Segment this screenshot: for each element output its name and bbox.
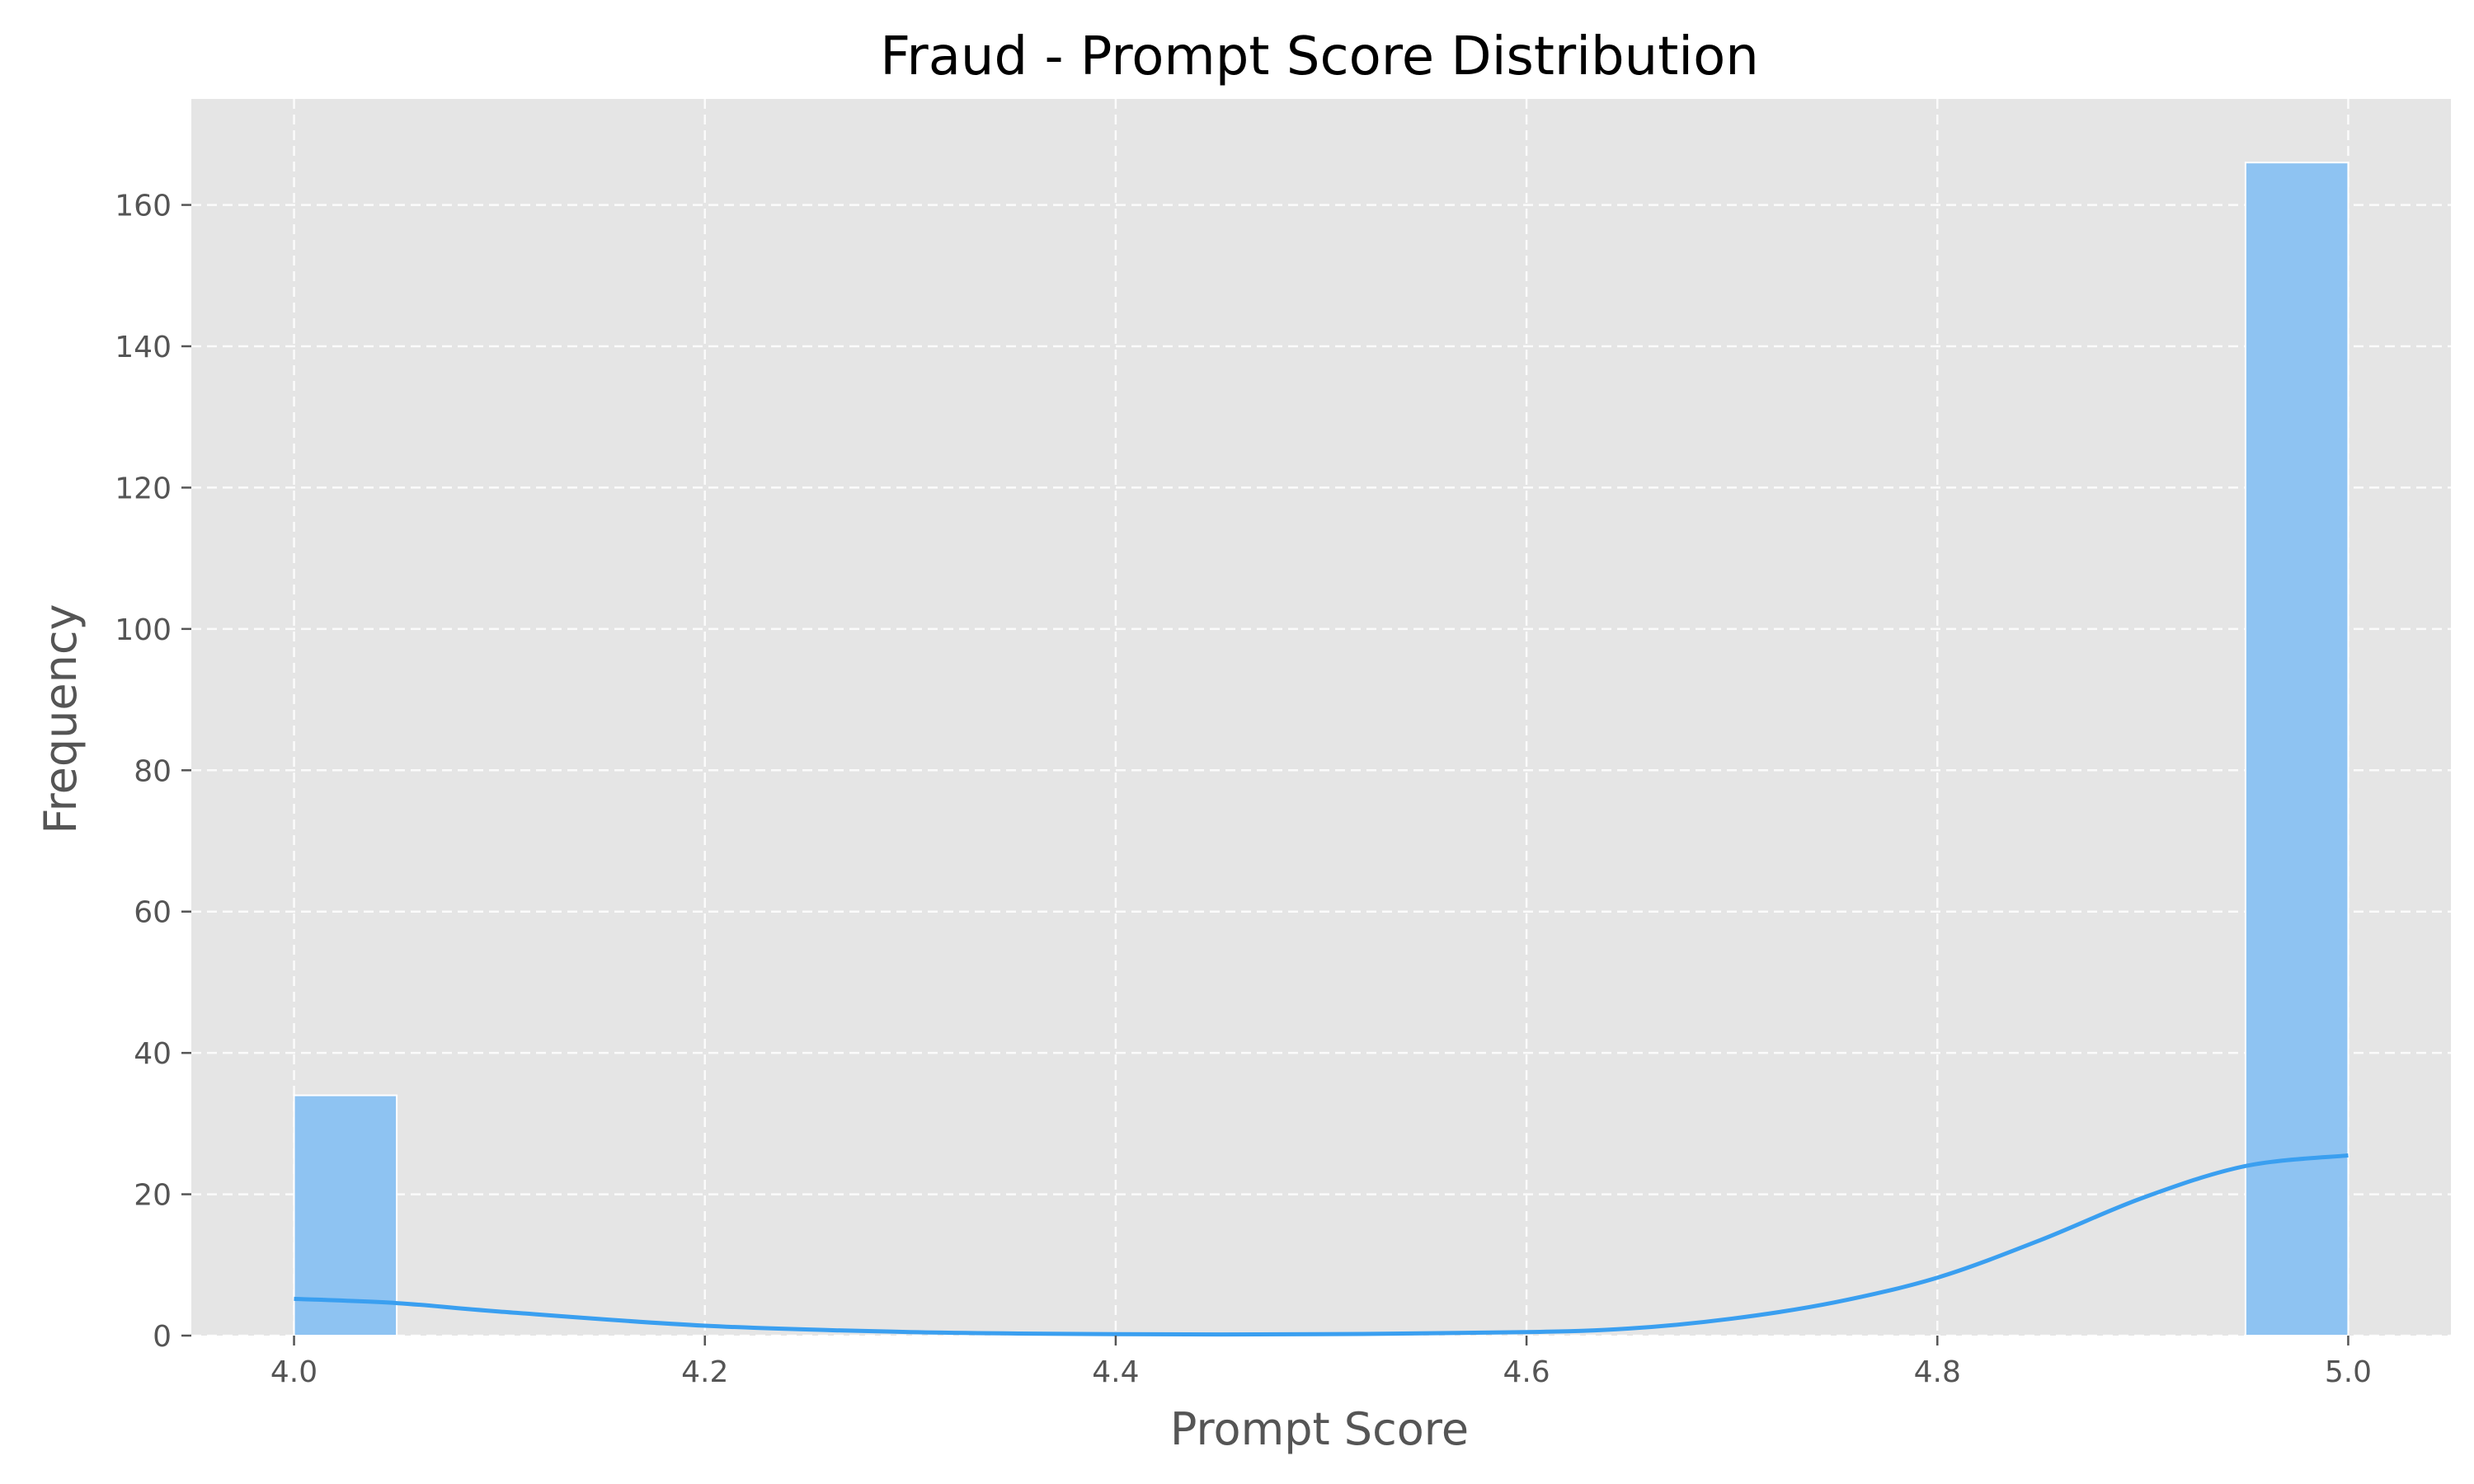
y-tick-label: 40	[134, 1037, 172, 1071]
x-tick-label: 4.2	[681, 1355, 728, 1389]
histogram-bar	[2244, 162, 2349, 1337]
y-tick-label: 80	[134, 754, 172, 788]
y-axis-label: Frequency	[35, 604, 87, 834]
y-tick-label: 120	[115, 472, 172, 505]
x-axis-label: Prompt Score	[1170, 1403, 1469, 1455]
y-tick-label: 100	[115, 613, 172, 647]
x-tick-label: 4.0	[270, 1355, 317, 1389]
y-tick-label: 60	[134, 896, 172, 930]
histogram-bars	[293, 162, 2349, 1337]
chart-title: Fraud - Prompt Score Distribution	[880, 26, 1759, 87]
x-tick-label: 4.8	[1914, 1355, 1961, 1389]
x-tick-label: 4.6	[1503, 1355, 1550, 1389]
y-tick-label: 160	[115, 190, 172, 223]
y-tick-label: 0	[153, 1320, 172, 1354]
x-tick-label: 5.0	[2325, 1355, 2372, 1389]
x-tick-label: 4.4	[1092, 1355, 1139, 1389]
histogram-bar	[293, 1094, 398, 1336]
kde-curve	[294, 1153, 2349, 1337]
y-tick-label: 140	[115, 331, 172, 364]
axis-ticks: 4.0 4.2 4.4 4.6 4.8 5.0 0 20 40 60 80 100 120 140 160	[115, 190, 2372, 1389]
plot-area	[191, 99, 2451, 1336]
y-tick-label: 20	[134, 1179, 172, 1213]
